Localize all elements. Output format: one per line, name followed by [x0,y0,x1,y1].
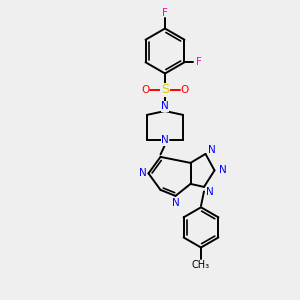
Text: N: N [161,135,169,146]
Text: N: N [206,187,213,197]
Text: CH₃: CH₃ [192,260,210,270]
Text: F: F [196,57,202,67]
Text: N: N [219,165,227,176]
Text: N: N [139,168,146,178]
Text: N: N [208,145,216,155]
Text: O: O [180,85,189,95]
Text: O: O [141,85,150,95]
Text: F: F [162,8,168,18]
Text: S: S [161,83,169,97]
Text: N: N [172,197,179,208]
Text: N: N [161,101,169,112]
